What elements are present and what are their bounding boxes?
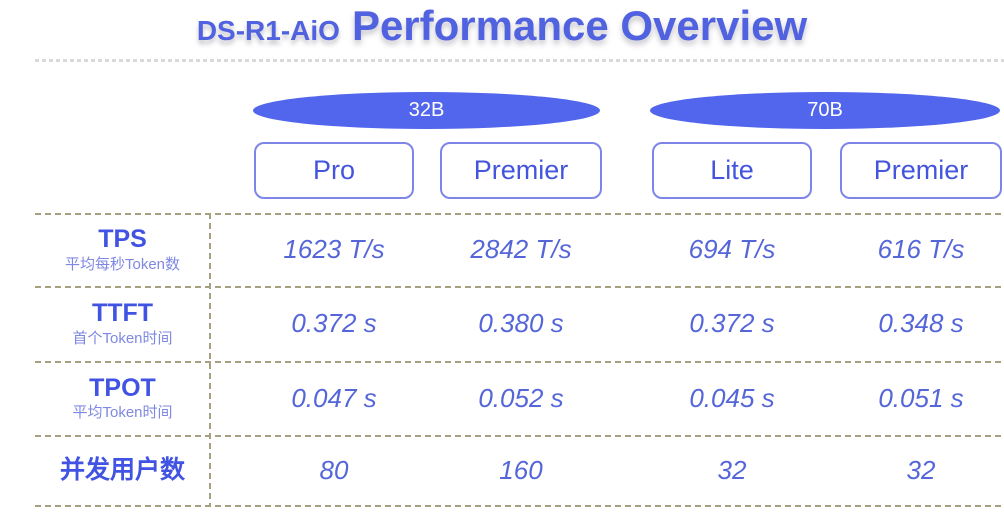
metric-label-concurrent-users: 并发用户数 xyxy=(59,455,185,484)
value-ttft-lite: 0.372 s xyxy=(689,308,775,338)
model-box-pro: Pro xyxy=(254,142,414,199)
model-box-pro-label: Pro xyxy=(312,155,356,185)
row-header-tps: TPS 平均每秒Token数 xyxy=(35,213,210,286)
row-divider-4 xyxy=(35,435,1004,437)
value-ttft-premier-32b: 0.380 s xyxy=(478,308,564,338)
group-pill-32b-label: 32B xyxy=(408,99,445,121)
row-header-ttft: TTFT 首个Token时间 xyxy=(35,286,210,361)
row-divider-3 xyxy=(35,361,1004,363)
row-divider-bottom xyxy=(35,505,1004,507)
model-box-premier-32b-label: Premier xyxy=(473,155,569,185)
metric-label-tps: TPS xyxy=(98,225,147,253)
model-box-premier-70b-label: Premier xyxy=(873,155,969,185)
page-title: DS-R1-AiO Performance Overview xyxy=(0,2,1004,50)
metric-subtitle-tpot: 平均Token时间 xyxy=(72,404,173,421)
group-pill-32b: 32B xyxy=(253,92,600,129)
model-box-premier-70b: Premier xyxy=(840,142,1002,199)
row-header-concurrent-users: 并发用户数 xyxy=(35,435,210,506)
title-product-name: DS-R1-AiO xyxy=(196,15,340,46)
metric-subtitle-ttft: 首个Token时间 xyxy=(72,329,173,347)
row-divider-1 xyxy=(35,213,1004,215)
value-tpot-lite: 0.045 s xyxy=(689,382,775,413)
title-main-text: Performance Overview xyxy=(351,2,808,49)
value-tpot-premier-70b: 0.051 s xyxy=(878,382,964,413)
value-ttft-pro: 0.372 s xyxy=(291,308,377,338)
model-box-premier-32b: Premier xyxy=(440,142,602,199)
value-users-lite: 32 xyxy=(717,455,747,485)
model-box-lite-label: Lite xyxy=(710,155,754,185)
value-tpot-premier-32b: 0.052 s xyxy=(478,382,564,413)
column-divider-vertical xyxy=(209,213,211,506)
value-users-pro: 80 xyxy=(319,455,349,485)
value-users-premier-70b: 32 xyxy=(906,455,936,485)
row-divider-2 xyxy=(35,286,1004,288)
value-tpot-pro: 0.047 s xyxy=(291,382,377,413)
title-divider-dashed xyxy=(35,59,1004,62)
value-users-premier-32b: 160 xyxy=(499,455,543,485)
model-box-lite: Lite xyxy=(652,142,812,199)
metric-subtitle-tps: 平均每秒Token数 xyxy=(64,255,181,273)
group-pill-70b: 70B xyxy=(650,92,1000,129)
metric-label-tpot: TPOT xyxy=(89,373,156,402)
value-tps-premier-32b: 2842 T/s xyxy=(470,234,572,264)
value-ttft-premier-70b: 0.348 s xyxy=(878,308,964,338)
value-tps-lite: 694 T/s xyxy=(688,234,776,264)
value-tps-pro: 1623 T/s xyxy=(283,234,385,264)
metric-label-ttft: TTFT xyxy=(91,299,154,327)
value-tps-premier-70b: 616 T/s xyxy=(877,234,965,264)
group-pill-70b-label: 70B xyxy=(807,99,843,121)
row-header-tpot: TPOT 平均Token时间 xyxy=(35,361,210,435)
